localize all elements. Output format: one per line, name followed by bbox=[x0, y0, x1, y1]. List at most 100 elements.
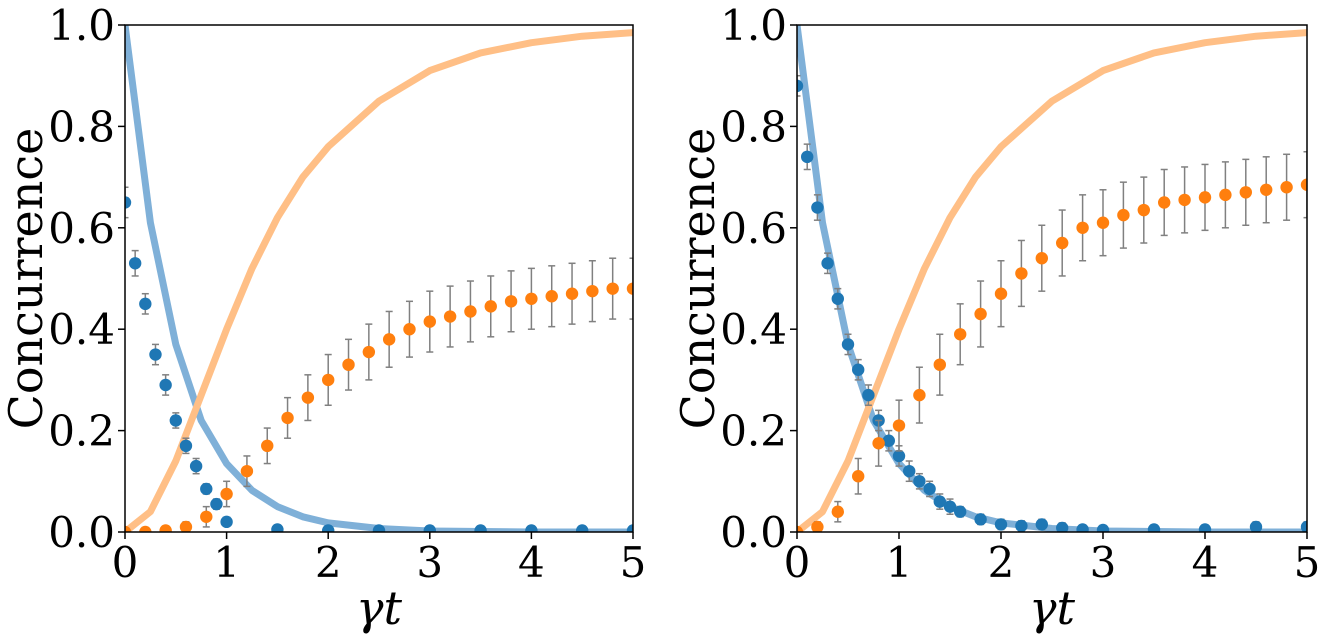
measured-growth-point bbox=[1137, 203, 1151, 217]
measured-growth-point bbox=[831, 505, 844, 518]
measured-decay-point bbox=[576, 524, 589, 532]
measured-decay-point bbox=[149, 348, 162, 361]
axes-frame bbox=[796, 24, 1308, 533]
measured-decay-point bbox=[322, 524, 335, 532]
measured-growth-point bbox=[913, 388, 926, 402]
measured-growth-point bbox=[281, 411, 294, 425]
measured-decay-point bbox=[943, 500, 957, 513]
plot-area bbox=[797, 25, 1307, 532]
measured-decay-point bbox=[1147, 523, 1161, 532]
measured-growth-point bbox=[382, 333, 396, 346]
measured-growth-error-bar bbox=[1303, 151, 1307, 219]
measured-growth-point bbox=[1158, 196, 1171, 209]
measured-growth-point bbox=[974, 307, 987, 321]
y-tick-label: 1.0 bbox=[48, 1, 115, 50]
measured-decay-point bbox=[372, 524, 386, 532]
measured-decay-point bbox=[139, 297, 152, 311]
right-chart-panel: 0 1 2 3 4 5 0.0 0.2 0.4 0.6 0.8 1.0 γt Concurrence bbox=[671, 1, 1320, 635]
measured-growth-point bbox=[322, 373, 335, 387]
measured-growth-point bbox=[1015, 267, 1028, 280]
measured-growth-point bbox=[852, 470, 865, 483]
y-tick-label: 0.8 bbox=[720, 102, 787, 151]
measured-decay-point bbox=[801, 150, 814, 164]
measured-decay-point bbox=[841, 338, 855, 351]
measured-growth-point bbox=[586, 284, 599, 298]
x-axis-title: γt bbox=[1029, 581, 1075, 635]
measured-growth-point bbox=[125, 525, 132, 532]
measured-growth-point bbox=[179, 520, 193, 532]
y-tick-label: 0.4 bbox=[48, 305, 115, 354]
x-tick-label: 1 bbox=[213, 538, 240, 587]
measured-growth-point bbox=[545, 290, 558, 303]
measured-growth-point bbox=[220, 487, 233, 501]
measured-decay-point bbox=[903, 464, 916, 478]
measured-decay-point bbox=[271, 523, 284, 532]
x-tick-label: 3 bbox=[1090, 538, 1117, 587]
measured-growth-point bbox=[301, 391, 315, 404]
x-tick-label: 3 bbox=[416, 538, 443, 587]
measured-decay-point bbox=[954, 505, 967, 518]
x-tick-label: 5 bbox=[1294, 538, 1321, 587]
measured-growth-point bbox=[1280, 181, 1293, 194]
measured-decay-point bbox=[169, 414, 182, 427]
x-tick-label: 1 bbox=[886, 538, 913, 587]
measured-growth-point bbox=[504, 295, 518, 308]
y-tick-label: 0.2 bbox=[48, 407, 115, 456]
measured-growth-point bbox=[342, 358, 355, 371]
theory-growth-line bbox=[797, 29, 1307, 532]
measured-decay-point bbox=[797, 79, 804, 93]
measured-growth-point bbox=[933, 358, 946, 371]
measured-growth-point bbox=[1117, 208, 1130, 222]
measured-decay-point bbox=[200, 482, 213, 496]
measured-growth-point bbox=[1260, 183, 1273, 196]
measured-decay-point bbox=[913, 475, 926, 488]
measured-decay-point bbox=[1056, 521, 1069, 532]
measured-growth-point bbox=[261, 439, 274, 453]
measured-decay-point bbox=[1076, 523, 1089, 532]
measured-growth-point bbox=[1076, 221, 1089, 234]
measured-decay-point bbox=[210, 497, 223, 511]
measured-growth-point bbox=[1096, 216, 1110, 229]
y-tick-label: 0.0 bbox=[48, 508, 115, 557]
measured-growth-point bbox=[606, 282, 619, 295]
measured-decay-point bbox=[159, 378, 172, 392]
x-tick-label: 0 bbox=[112, 538, 139, 587]
measured-decay-point bbox=[831, 292, 844, 305]
measured-growth-point bbox=[1178, 193, 1191, 207]
y-tick-label: 0.8 bbox=[48, 102, 115, 151]
measured-growth-point bbox=[443, 310, 457, 323]
measured-decay-point bbox=[1035, 518, 1049, 531]
y-tick-label: 1.0 bbox=[720, 1, 787, 50]
measured-decay-point bbox=[882, 434, 895, 447]
measured-growth-point bbox=[565, 287, 579, 300]
measured-decay-point bbox=[892, 449, 906, 463]
measured-growth-point bbox=[626, 282, 633, 295]
measured-decay-point bbox=[1015, 519, 1028, 532]
x-tick-label: 4 bbox=[1192, 538, 1219, 587]
measured-decay-point bbox=[1198, 523, 1212, 532]
measured-decay-point bbox=[923, 482, 936, 496]
x-tick-label: 2 bbox=[988, 538, 1015, 587]
y-tick-label: 0.4 bbox=[720, 305, 787, 354]
measured-decay-point bbox=[811, 201, 824, 214]
x-tick-label: 2 bbox=[315, 538, 342, 587]
measured-growth-point bbox=[464, 305, 477, 318]
measured-growth-point bbox=[362, 345, 376, 359]
measured-decay-point bbox=[852, 363, 865, 376]
measured-growth-point bbox=[403, 323, 416, 336]
measured-decay-point bbox=[1249, 520, 1263, 532]
measured-growth-point bbox=[1056, 236, 1069, 250]
measured-decay-point bbox=[862, 388, 875, 402]
measured-growth-point bbox=[1219, 188, 1232, 202]
measured-growth-point bbox=[1239, 186, 1253, 199]
measured-decay-point bbox=[474, 524, 487, 532]
measured-growth-point bbox=[1300, 178, 1307, 191]
y-axis-title: Concurrence bbox=[0, 128, 53, 430]
plot-area bbox=[125, 25, 633, 532]
measured-growth-point bbox=[811, 520, 824, 532]
x-tick-label: 4 bbox=[518, 538, 545, 587]
measured-growth-point bbox=[525, 292, 538, 305]
measured-decay-point bbox=[626, 524, 633, 532]
y-tick-label: 0.6 bbox=[48, 204, 115, 253]
